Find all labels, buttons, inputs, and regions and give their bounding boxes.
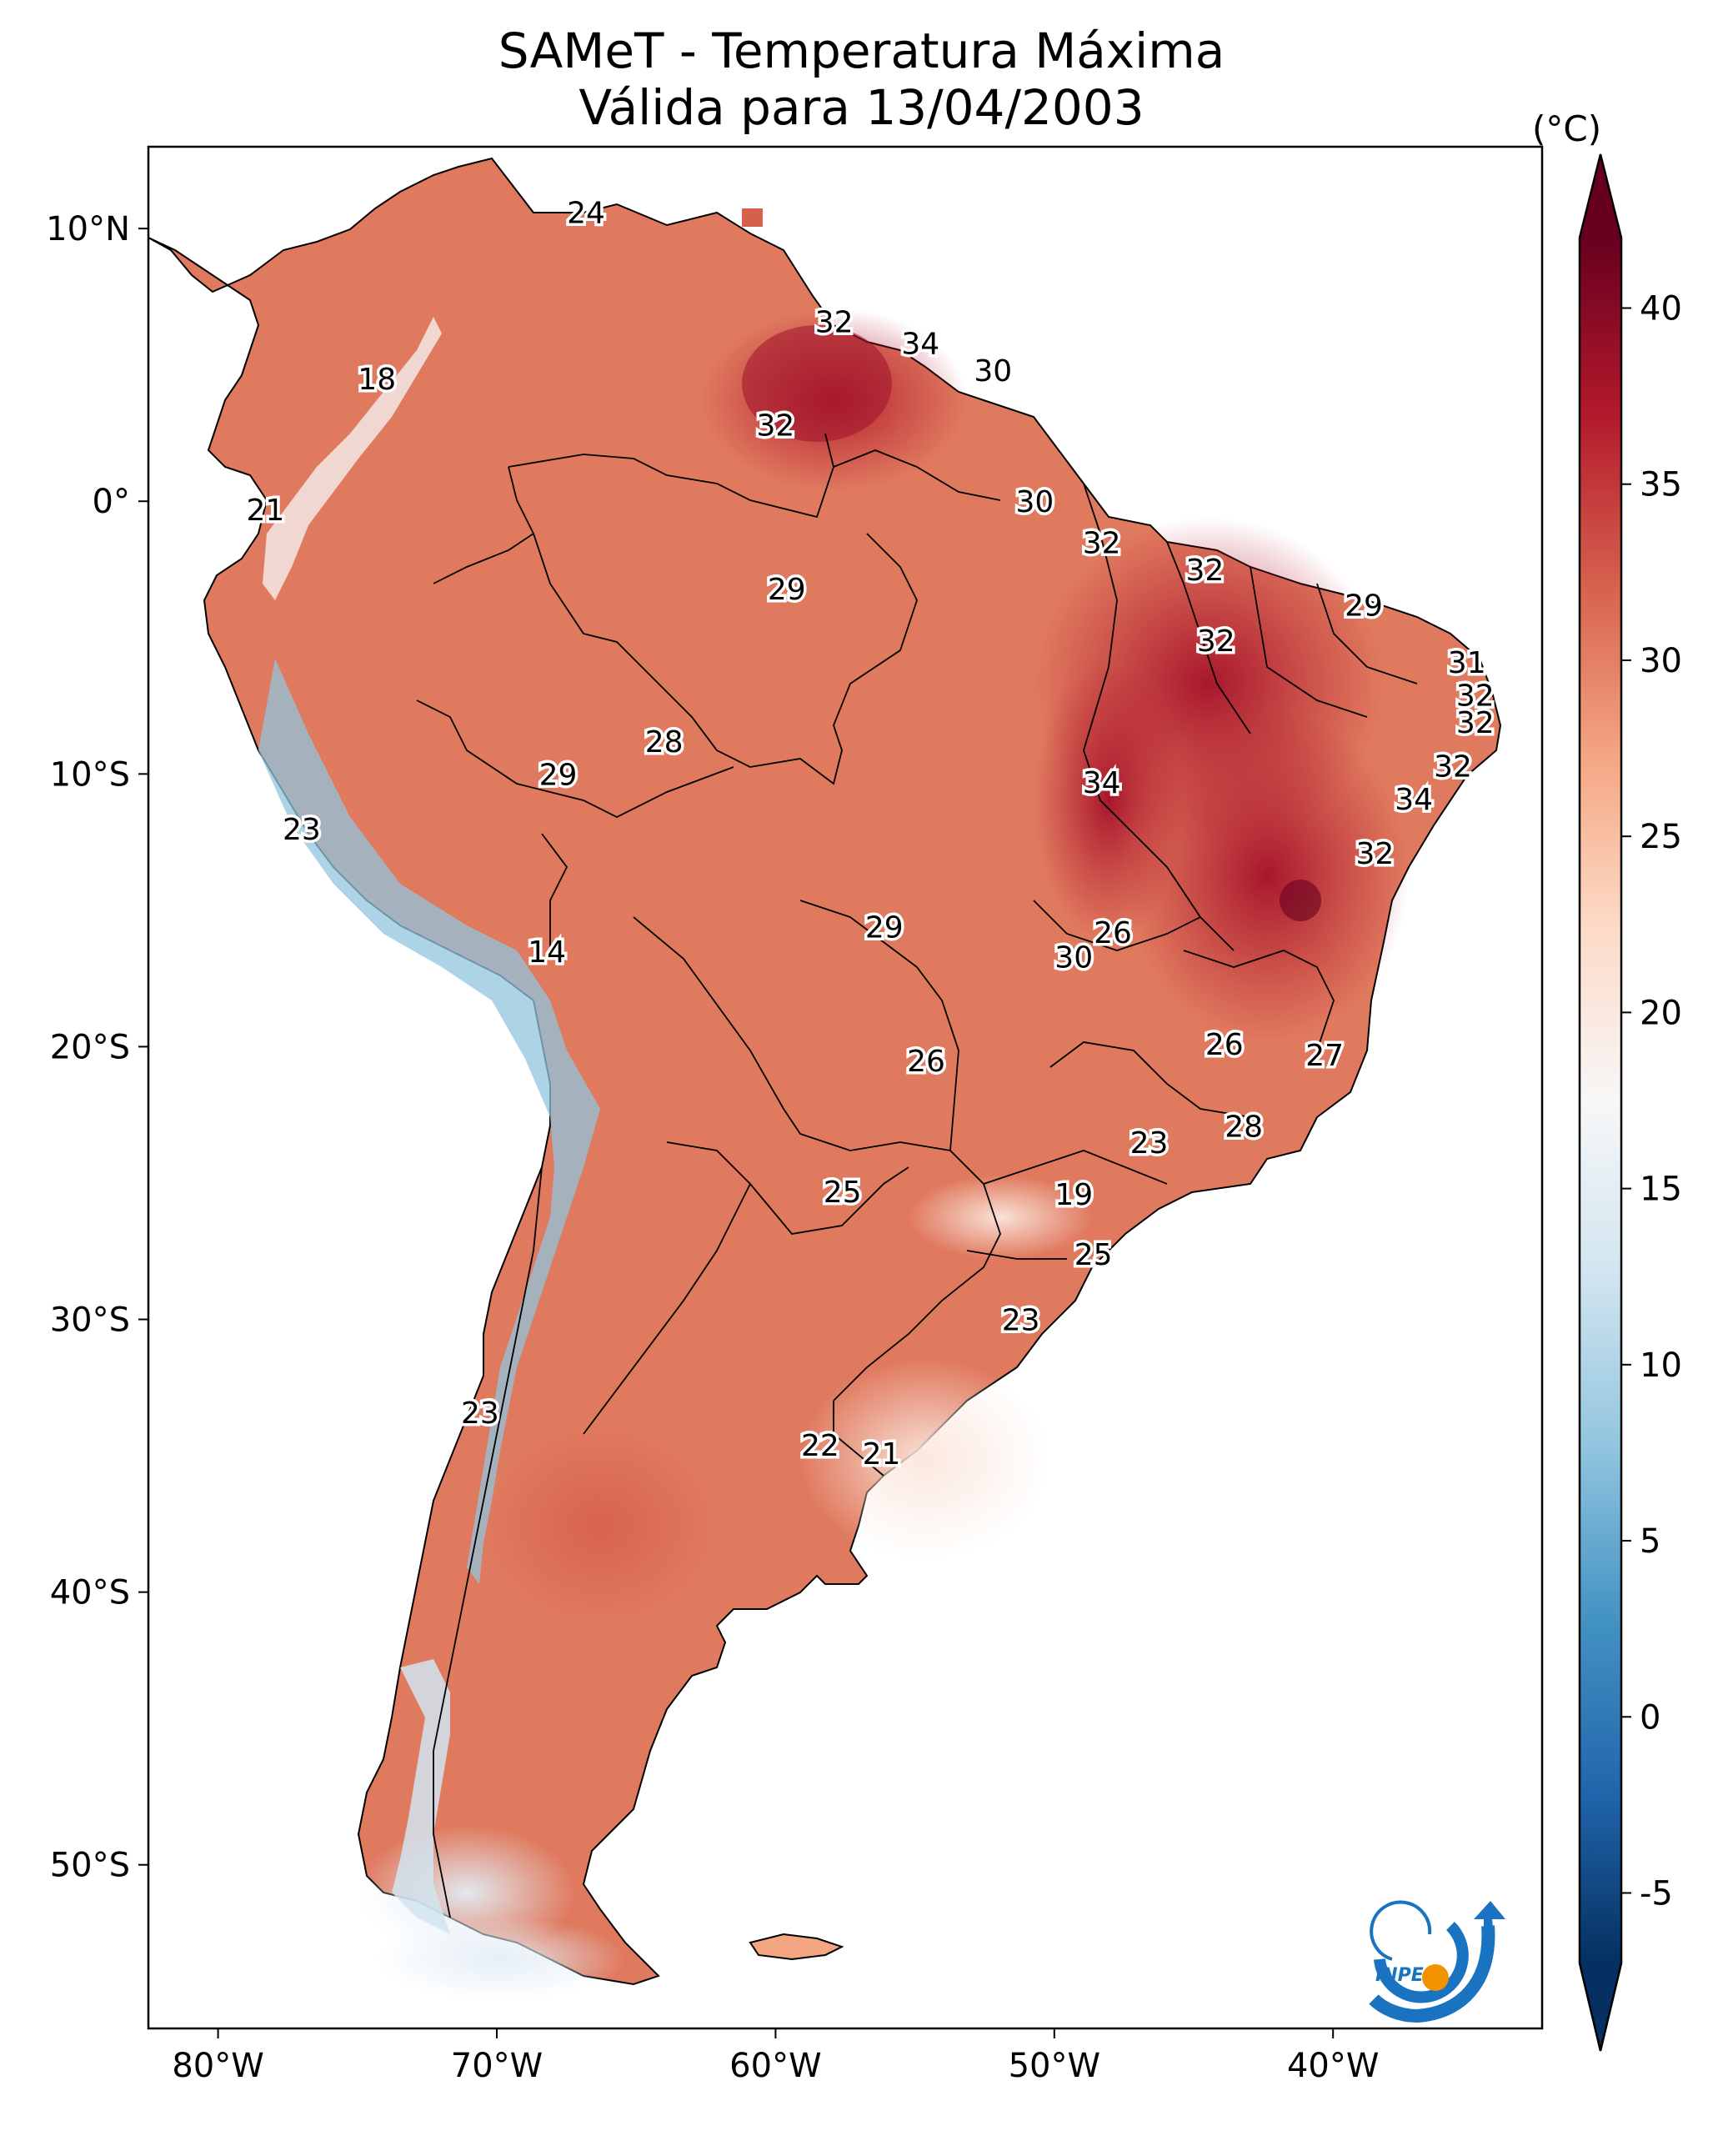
logo-swoosh: [1369, 1925, 1495, 2023]
station-value: 32: [1456, 706, 1495, 740]
station-value: 32: [1355, 837, 1394, 871]
station-value: 28: [645, 725, 684, 760]
station-value: 25: [1074, 1238, 1113, 1272]
logo-text: INPE: [1375, 1965, 1424, 1986]
falkland-islands: [749, 1933, 844, 1961]
logo-arrow: [1474, 1901, 1505, 1936]
station-value: 32: [1185, 554, 1224, 588]
station-value: 18: [358, 363, 396, 397]
station-value: 22: [801, 1429, 839, 1463]
map-subtitle: Válida para 13/04/2003: [579, 79, 1144, 136]
y-tick-label: 10°N: [46, 210, 130, 248]
colorbar-max-arrow: [1580, 154, 1621, 238]
station-value: 27: [1305, 1039, 1344, 1073]
station-value: 34: [901, 328, 939, 362]
y-tick-label: 40°S: [50, 1574, 130, 1612]
x-tick-label: 50°W: [1009, 2047, 1100, 2085]
colorbar: -5 0 5 10 15 20 25 30 35 40: [1578, 153, 1682, 2052]
station-value: 32: [756, 409, 794, 444]
colorbar-tick-label: 40: [1640, 289, 1682, 328]
country-borders: [416, 433, 1418, 1918]
station-value: 24: [567, 197, 605, 231]
island-patch: [742, 208, 763, 227]
temperature-field: [148, 157, 1502, 2001]
x-tick-label: 80°W: [172, 2047, 263, 2085]
station-value: 23: [1130, 1126, 1169, 1161]
station-value: 34: [1083, 766, 1121, 800]
colorbar-tick-label: 25: [1640, 818, 1682, 856]
y-tick-label: 10°S: [50, 755, 130, 794]
station-value: 32: [815, 305, 854, 339]
station-value: 26: [1094, 916, 1132, 950]
station-value: 29: [865, 911, 904, 945]
station-value: 34: [1395, 783, 1433, 817]
station-value: 23: [283, 813, 321, 847]
x-axis-ticks: 80°W 70°W 60°W 50°W 40°W: [172, 2028, 1379, 2085]
station-value: 19: [1054, 1178, 1093, 1212]
logo-inner-arc: [1370, 1900, 1432, 1961]
andes-cold-band: [258, 659, 600, 1584]
y-tick-label: 30°S: [50, 1301, 130, 1340]
colorbar-tick-label: 15: [1640, 1171, 1682, 1209]
x-tick-label: 60°W: [729, 2047, 821, 2085]
y-axis-ticks: 10°N 0° 10°S 20°S 30°S 40°S 50°S: [46, 210, 148, 1885]
station-value: 14: [528, 935, 566, 970]
colorbar-tick-label: 20: [1640, 994, 1682, 1032]
station-value: 26: [907, 1045, 945, 1079]
station-value: 32: [1197, 624, 1235, 659]
colorbar-tick-label: 5: [1640, 1522, 1660, 1561]
logo-dot: [1422, 1964, 1449, 1991]
y-tick-label: 0°: [93, 483, 130, 521]
station-value: 29: [768, 573, 806, 607]
station-value: 25: [824, 1176, 862, 1210]
x-tick-label: 40°W: [1287, 2047, 1379, 2085]
station-value: 32: [1083, 526, 1121, 560]
station-value: 29: [1345, 589, 1383, 624]
station-value: 23: [1002, 1304, 1040, 1338]
station-value: 21: [863, 1437, 901, 1472]
colorbar-unit-label: (°C): [1532, 108, 1602, 149]
patagonia-andes-cold-band: [392, 1659, 450, 1934]
station-value: 26: [1205, 1028, 1244, 1062]
station-value: 23: [461, 1396, 499, 1431]
colorbar-tick-label: 0: [1640, 1698, 1660, 1737]
colorbar-ticks: -5 0 5 10 15 20 25 30 35 40: [1621, 289, 1682, 1913]
map-title: SAMeT - Temperatura Máxima: [498, 23, 1225, 79]
x-tick-label: 70°W: [451, 2047, 543, 2085]
station-value: 32: [1456, 679, 1495, 713]
station-value: 30: [1015, 485, 1054, 519]
colorbar-tick-label: -5: [1640, 1875, 1673, 1913]
logo-arc: [1374, 1922, 1469, 2003]
colorbar-tick-label: 10: [1640, 1346, 1682, 1385]
y-tick-label: 50°S: [50, 1847, 130, 1885]
colorbar-gradient: [1580, 238, 1621, 1963]
colorbar-tick-label: 30: [1640, 642, 1682, 680]
colorbar-min-arrow: [1580, 1963, 1621, 2051]
station-value: 29: [539, 758, 578, 792]
colorbar-tick-label: 35: [1640, 466, 1682, 504]
andes-north-cold-band: [263, 317, 442, 600]
station-value: 30: [1054, 940, 1093, 975]
colorbar-outline: [1578, 153, 1623, 2052]
y-tick-label: 20°S: [50, 1028, 130, 1066]
inpe-logo: INPE: [1369, 1900, 1505, 2023]
station-value: 32: [1434, 750, 1472, 785]
station-value: 31: [1448, 646, 1486, 680]
station-value: 30: [974, 354, 1012, 389]
station-value: 28: [1225, 1110, 1263, 1144]
station-value: 21: [247, 494, 285, 528]
